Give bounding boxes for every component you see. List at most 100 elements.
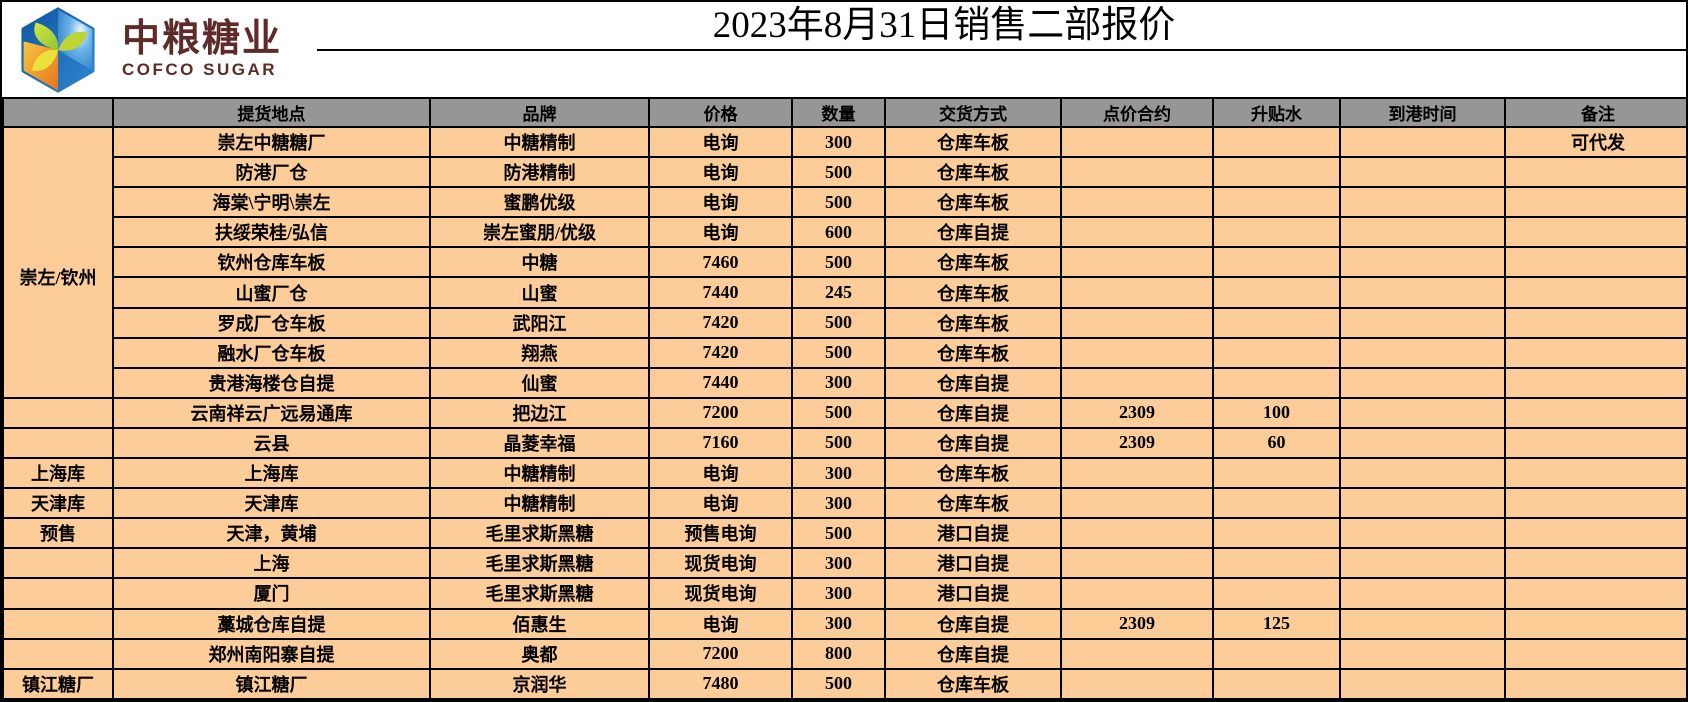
region-cell [2,426,114,460]
delivery-cell: 仓库车板 [884,276,1062,309]
delivery-cell: 仓库自提 [884,396,1062,429]
premium-cell [1212,667,1341,700]
arrival-cell [1339,577,1506,610]
remark-cell [1504,336,1686,369]
brand-cell: 把边江 [429,396,650,429]
region-cell [2,547,114,580]
premium-cell [1212,156,1341,189]
brand-cell: 毛里求斯黑糖 [429,547,650,580]
location-cell: 云县 [112,426,431,460]
quantity-cell: 500 [791,667,886,700]
quantity-cell: 500 [791,246,886,279]
price-cell: 电询 [648,186,793,219]
remark-cell [1504,306,1686,339]
remark-cell [1504,607,1686,640]
column-header-delivery: 交货方式 [884,97,1062,128]
contract-cell [1060,306,1214,339]
arrival-cell [1339,547,1506,580]
price-cell: 7480 [648,667,793,700]
contract-cell: 2309 [1060,396,1214,429]
table-row: 防港厂仓 防港精制 电询 500 仓库车板 [3,156,1686,189]
region-cell [2,637,114,670]
brand-cell: 崇左蜜朋/优级 [429,216,650,249]
price-cell: 7440 [648,366,793,399]
quantity-cell: 245 [791,276,886,309]
delivery-cell: 仓库车板 [884,336,1062,369]
delivery-cell: 港口自提 [884,577,1062,610]
arrival-cell [1339,306,1506,339]
table-row: 海棠\宁明\崇左 蜜鹏优级 电询 500 仓库车板 [3,186,1686,219]
region-cell: 崇左/钦州 [2,126,114,399]
price-cell: 电询 [648,457,793,490]
arrival-cell [1339,366,1506,399]
brand-cell: 中糖 [429,246,650,279]
location-cell: 罗成厂仓车板 [112,306,431,339]
brand-cell: 中糖精制 [429,457,650,490]
arrival-cell [1339,457,1506,490]
remark-cell [1504,517,1686,550]
location-cell: 山蜜厂仓 [112,276,431,309]
location-cell: 上海 [112,547,431,580]
arrival-cell [1339,487,1506,520]
logo-text: 中粮糖业 COFCO SUGAR [122,19,282,81]
quantity-cell: 500 [791,186,886,219]
arrival-cell [1339,396,1506,429]
delivery-cell: 仓库自提 [884,216,1062,249]
remark-cell: 可代发 [1504,125,1686,159]
page-title: 2023年8月31日销售二部报价 [712,5,1176,46]
delivery-cell: 仓库自提 [884,607,1062,640]
price-cell: 7440 [648,276,793,309]
quantity-cell: 500 [791,336,886,369]
contract-cell: 2309 [1060,607,1214,640]
location-cell: 镇江糖厂 [112,667,431,700]
location-cell: 云南祥云广远易通库 [112,396,431,429]
arrival-cell [1339,667,1506,700]
contract-cell [1060,186,1214,219]
price-cell: 7460 [648,246,793,279]
remark-cell [1504,667,1686,700]
delivery-cell: 仓库车板 [884,186,1062,219]
price-cell: 现货电询 [648,577,793,610]
price-cell: 7200 [648,396,793,429]
quantity-cell: 500 [791,396,886,429]
column-header-remark: 备注 [1504,97,1686,128]
table-row: 崇左/钦州 崇左中糖糖厂 中糖精制 电询 300 仓库车板 可代发 [2,125,1686,399]
sheet-header: 中粮糖业 COFCO SUGAR 2023年8月31日销售二部报价 [2,2,1686,97]
remark-cell [1504,276,1686,309]
price-cell: 预售电询 [648,517,793,550]
price-cell: 现货电询 [648,547,793,580]
logo-name-en: COFCO SUGAR [122,59,277,79]
brand-cell: 奥都 [429,637,650,670]
table-row: 预售 天津，黄埔 毛里求斯黑糖 预售电询 500 港口自提 [2,517,1686,550]
location-cell: 扶绥荣桂/弘信 [112,216,431,249]
table-row: 云南祥云广远易通库 把边江 7200 500 仓库自提 2309 100 [2,396,1686,429]
column-header-location: 提货地点 [112,97,431,128]
region-cell: 天津库 [2,487,114,520]
table-row: 钦州仓库车板 中糖 7460 500 仓库车板 [3,246,1686,279]
remark-cell [1504,246,1686,279]
brand-cell: 中糖精制 [429,125,650,159]
contract-cell [1060,156,1214,189]
location-cell: 崇左中糖糖厂 [112,125,431,159]
remark-cell [1504,396,1686,429]
column-header-quantity: 数量 [791,97,886,128]
table-row: 厦门 毛里求斯黑糖 现货电询 300 港口自提 [2,577,1686,610]
contract-cell [1060,637,1214,670]
quantity-cell: 500 [791,156,886,189]
delivery-cell: 仓库车板 [884,156,1062,189]
table-row: 山蜜厂仓 山蜜 7440 245 仓库车板 [3,276,1686,309]
quantity-cell: 300 [791,577,886,610]
premium-cell [1212,186,1341,219]
price-cell: 7160 [648,426,793,460]
premium-cell [1212,216,1341,249]
remark-cell [1504,366,1686,399]
remark-cell [1504,457,1686,490]
delivery-cell: 仓库自提 [884,637,1062,670]
table-row: 藁城仓库自提 佰惠生 电询 300 仓库自提 2309 125 [2,607,1686,640]
arrival-cell [1339,216,1506,249]
price-cell: 电询 [648,156,793,189]
premium-cell [1212,306,1341,339]
premium-cell [1212,366,1341,399]
arrival-cell [1339,517,1506,550]
